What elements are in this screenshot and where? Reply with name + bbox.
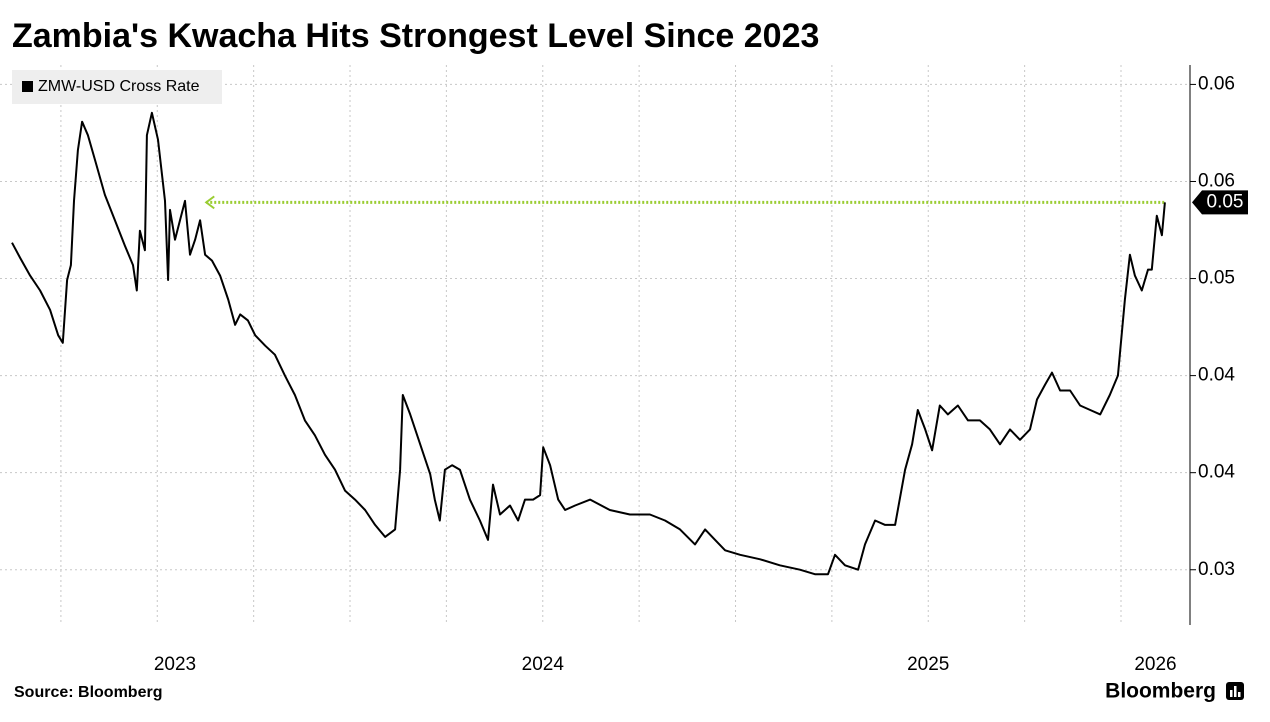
- legend-label: ZMW-USD Cross Rate: [38, 78, 200, 95]
- chart-title: Zambia's Kwacha Hits Strongest Level Sin…: [12, 17, 819, 55]
- reference-arrow: [204, 195, 215, 210]
- brand-icon: [1226, 682, 1244, 700]
- y-tick-label: 0.04: [1198, 462, 1235, 483]
- y-tick-label: 0.03: [1198, 559, 1235, 580]
- brand: Bloomberg: [1105, 680, 1216, 703]
- y-tick-label: 0.05: [1198, 268, 1235, 289]
- x-tick-label: 2024: [522, 654, 565, 675]
- x-tick-label: 2025: [907, 654, 949, 675]
- legend-box: [12, 70, 222, 104]
- legend: ZMW-USD Cross Rate: [12, 70, 222, 104]
- x-tick-label: 2023: [154, 654, 196, 675]
- value-tag-label: 0.05: [1207, 191, 1244, 212]
- source: Source: Bloomberg: [14, 684, 162, 701]
- y-tick-label: 0.04: [1198, 365, 1235, 386]
- x-tick-label: 2026: [1134, 654, 1176, 675]
- y-tick-label: 0.06: [1198, 170, 1235, 191]
- value-tag: [1192, 190, 1248, 215]
- y-tick-label: 0.06: [1198, 73, 1235, 94]
- series-line: [11, 111, 1166, 576]
- legend-swatch: [22, 81, 33, 92]
